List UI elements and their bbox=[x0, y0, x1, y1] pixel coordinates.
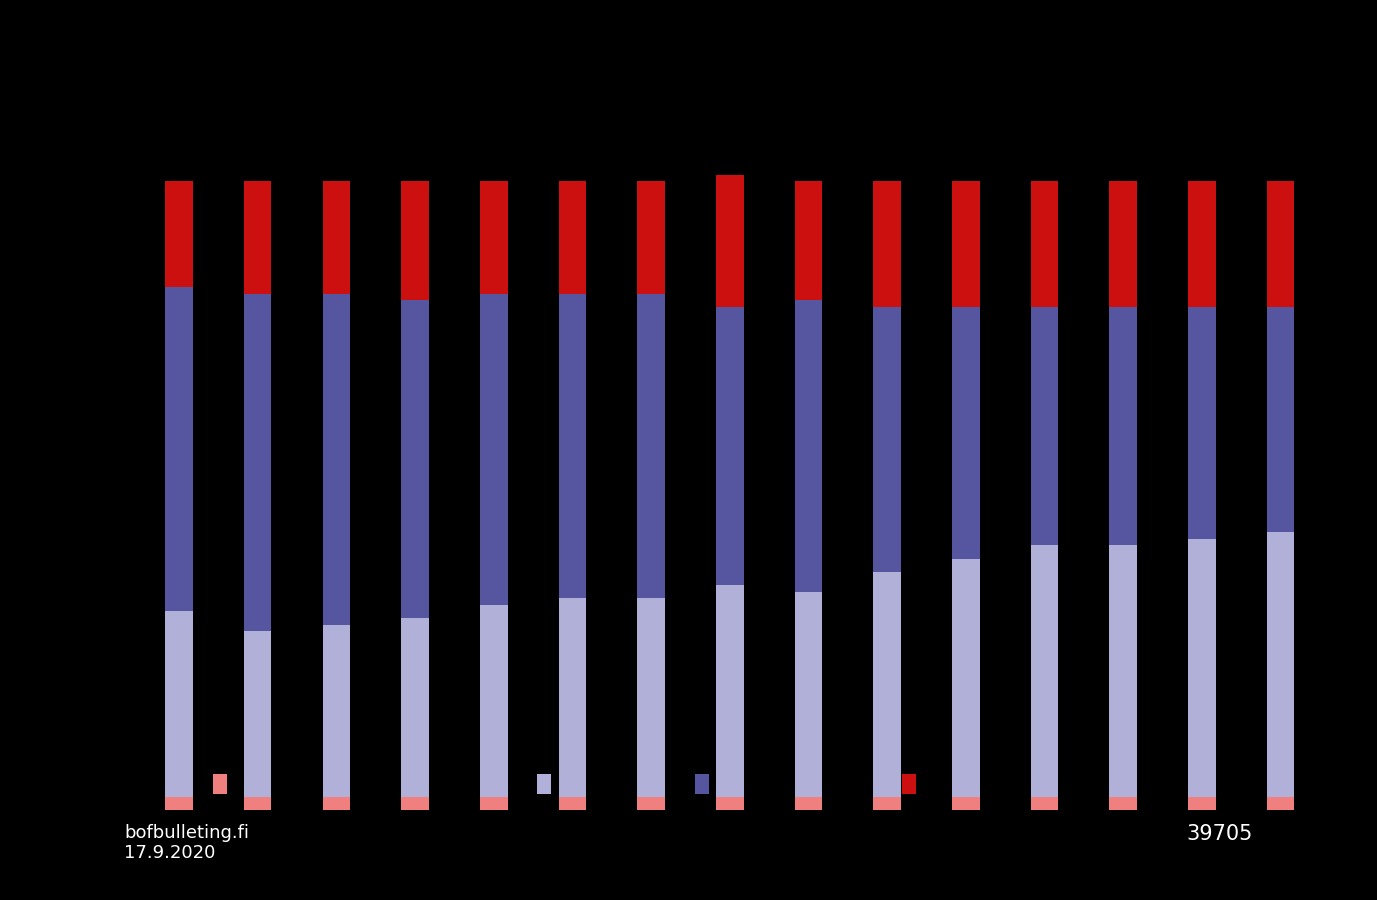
Bar bbox=[1110, 307, 1137, 545]
Bar bbox=[952, 181, 979, 307]
Bar bbox=[638, 796, 665, 810]
Bar bbox=[481, 293, 508, 605]
Bar bbox=[1188, 796, 1216, 810]
Bar bbox=[244, 293, 271, 631]
Bar bbox=[481, 796, 508, 810]
Bar bbox=[1110, 796, 1137, 810]
Bar bbox=[322, 293, 350, 625]
Bar bbox=[1031, 181, 1059, 307]
Bar bbox=[322, 181, 350, 293]
Bar bbox=[559, 181, 587, 293]
Bar bbox=[165, 611, 193, 796]
Bar bbox=[559, 796, 587, 810]
Bar bbox=[165, 181, 193, 287]
Bar bbox=[1188, 181, 1216, 307]
Bar bbox=[716, 307, 744, 585]
Bar bbox=[716, 796, 744, 810]
Bar bbox=[1188, 307, 1216, 539]
Bar bbox=[873, 572, 901, 796]
Bar bbox=[401, 301, 428, 618]
Bar bbox=[1031, 307, 1059, 545]
Bar bbox=[244, 631, 271, 796]
Bar bbox=[1110, 181, 1137, 307]
Bar bbox=[165, 796, 193, 810]
Bar bbox=[1031, 545, 1059, 796]
Bar bbox=[244, 181, 271, 293]
Bar bbox=[638, 598, 665, 796]
Bar bbox=[873, 181, 901, 307]
Bar bbox=[1110, 545, 1137, 796]
Bar bbox=[716, 585, 744, 796]
Bar bbox=[244, 796, 271, 810]
Bar bbox=[559, 598, 587, 796]
Bar bbox=[795, 301, 822, 591]
Bar bbox=[322, 625, 350, 796]
Bar bbox=[952, 559, 979, 796]
Bar bbox=[873, 307, 901, 572]
Bar bbox=[1267, 307, 1294, 532]
Bar bbox=[559, 293, 587, 598]
Bar bbox=[1031, 796, 1059, 810]
Bar bbox=[481, 605, 508, 796]
Bar bbox=[952, 307, 979, 559]
Bar bbox=[795, 796, 822, 810]
Bar bbox=[1267, 796, 1294, 810]
Bar bbox=[1267, 181, 1294, 307]
Bar bbox=[1188, 539, 1216, 796]
Bar bbox=[401, 181, 428, 301]
Text: 39705: 39705 bbox=[1187, 824, 1253, 843]
Bar bbox=[952, 796, 979, 810]
Bar bbox=[795, 591, 822, 796]
Bar bbox=[322, 796, 350, 810]
Bar bbox=[638, 181, 665, 293]
Bar bbox=[481, 181, 508, 293]
Bar bbox=[401, 618, 428, 796]
Bar bbox=[1267, 532, 1294, 796]
Bar bbox=[638, 293, 665, 598]
Bar bbox=[716, 175, 744, 307]
Bar bbox=[401, 796, 428, 810]
Text: bofbulleting.fi
17.9.2020: bofbulleting.fi 17.9.2020 bbox=[124, 824, 249, 862]
Bar bbox=[873, 796, 901, 810]
Bar bbox=[165, 287, 193, 611]
Bar bbox=[795, 181, 822, 301]
